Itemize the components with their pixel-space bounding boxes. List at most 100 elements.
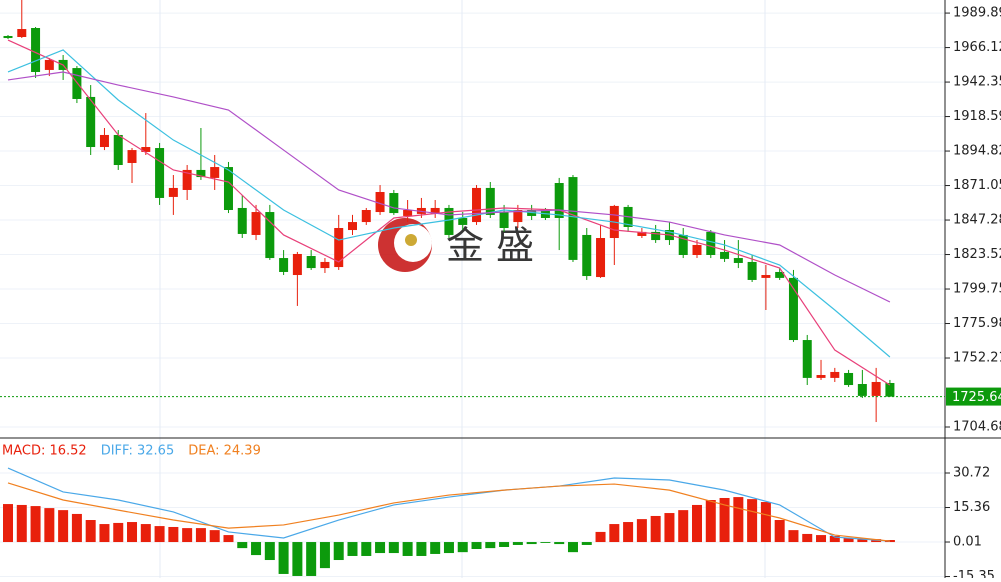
macd-bar xyxy=(375,542,386,554)
macd-bar xyxy=(402,542,413,556)
macd-bar xyxy=(71,513,82,543)
candle-body xyxy=(375,192,385,213)
candle-body xyxy=(127,150,137,163)
macd-bar xyxy=(85,520,96,543)
y-tick-label: 0.01 xyxy=(953,535,982,550)
macd-bar xyxy=(457,542,468,553)
macd-bar xyxy=(788,530,799,543)
candle-body xyxy=(706,231,716,255)
macd-bar xyxy=(843,537,854,543)
candle-body xyxy=(499,212,509,228)
candle-body xyxy=(155,148,165,198)
macd-bar xyxy=(857,539,868,543)
legend-entry: MACD: 16.52 xyxy=(2,444,87,459)
candle-body xyxy=(113,134,123,166)
macd-bar xyxy=(113,522,124,543)
candle-body xyxy=(651,231,661,241)
line xyxy=(7,467,890,542)
macd-bar xyxy=(44,508,55,543)
macd-bar xyxy=(443,542,454,554)
candle-body xyxy=(720,251,730,259)
candle-body xyxy=(885,382,895,397)
macd-bar xyxy=(127,522,138,543)
macd-bar xyxy=(581,542,592,545)
candle-body xyxy=(678,234,688,255)
macd-bar xyxy=(829,535,840,543)
macd-bar xyxy=(3,504,13,543)
candle-body xyxy=(223,167,233,211)
macd-bar xyxy=(719,497,730,543)
macd-bar xyxy=(760,502,771,543)
candle-body xyxy=(17,29,27,38)
macd-bar xyxy=(816,535,827,543)
macd-bar xyxy=(623,522,634,543)
candle-body xyxy=(72,68,82,99)
candle-body xyxy=(513,210,523,223)
macd-bar xyxy=(705,500,716,543)
candle-body xyxy=(168,187,178,197)
macd-bar xyxy=(471,542,482,550)
candle-body xyxy=(458,217,468,225)
macd-bar xyxy=(264,542,275,561)
candle-body xyxy=(582,234,592,277)
macd-bar xyxy=(319,542,330,569)
y-tick-label: 1942.35 xyxy=(953,75,1001,90)
macd-bar xyxy=(237,542,248,549)
candle-body xyxy=(182,169,192,190)
candle-body xyxy=(830,371,840,378)
macd-bar xyxy=(678,510,689,543)
macd-bar xyxy=(154,526,165,543)
line xyxy=(7,482,890,542)
macd-bar xyxy=(692,504,702,543)
macd-bar xyxy=(333,542,344,561)
macd-bar xyxy=(485,542,496,549)
macd-bar xyxy=(99,524,110,543)
macd-bar xyxy=(195,528,206,543)
macd-bar xyxy=(30,506,41,543)
macd-bar xyxy=(609,524,620,543)
macd-bar xyxy=(223,535,234,543)
legend-entry: DEA: 24.39 xyxy=(188,444,261,459)
last-price-box xyxy=(946,387,1001,406)
candle-body xyxy=(141,147,151,152)
candle-body xyxy=(747,261,757,280)
candle-body xyxy=(348,222,357,231)
macd-bar xyxy=(595,531,606,543)
macd-bar xyxy=(292,542,303,576)
candle-body xyxy=(485,187,495,215)
line xyxy=(7,71,891,303)
macd-bar xyxy=(251,542,262,556)
macd-bar xyxy=(636,519,647,543)
candle-body xyxy=(389,193,399,214)
legend-entry: DIFF: 32.65 xyxy=(101,444,175,459)
candle-body xyxy=(692,244,702,255)
candle-body xyxy=(871,381,881,396)
macd-bar xyxy=(16,504,27,543)
line xyxy=(7,39,891,386)
candle-body xyxy=(596,238,606,278)
y-tick-label: 1799.75 xyxy=(953,282,1001,297)
macd-bar xyxy=(526,542,537,545)
candle-body xyxy=(237,207,247,234)
macd-bar xyxy=(140,524,151,543)
candle-body xyxy=(430,207,440,214)
y-tick-label: 1918.59 xyxy=(953,109,1001,124)
candle-body xyxy=(802,340,812,378)
candle-body xyxy=(788,277,798,341)
candle-body xyxy=(403,210,413,216)
candle-body xyxy=(251,212,261,235)
candle-body xyxy=(31,28,41,72)
candle-body xyxy=(210,167,220,178)
macd-bar xyxy=(650,515,661,543)
macd-bar xyxy=(567,542,578,553)
candle-body xyxy=(568,177,578,260)
macd-bar xyxy=(554,542,565,545)
y-tick-label: 1775.98 xyxy=(953,316,1001,331)
candle-body xyxy=(554,183,564,218)
line xyxy=(7,49,891,358)
macd-bar xyxy=(209,530,220,543)
macd-bar xyxy=(664,513,675,543)
macd-bar xyxy=(499,542,510,547)
candle-body xyxy=(292,253,302,276)
